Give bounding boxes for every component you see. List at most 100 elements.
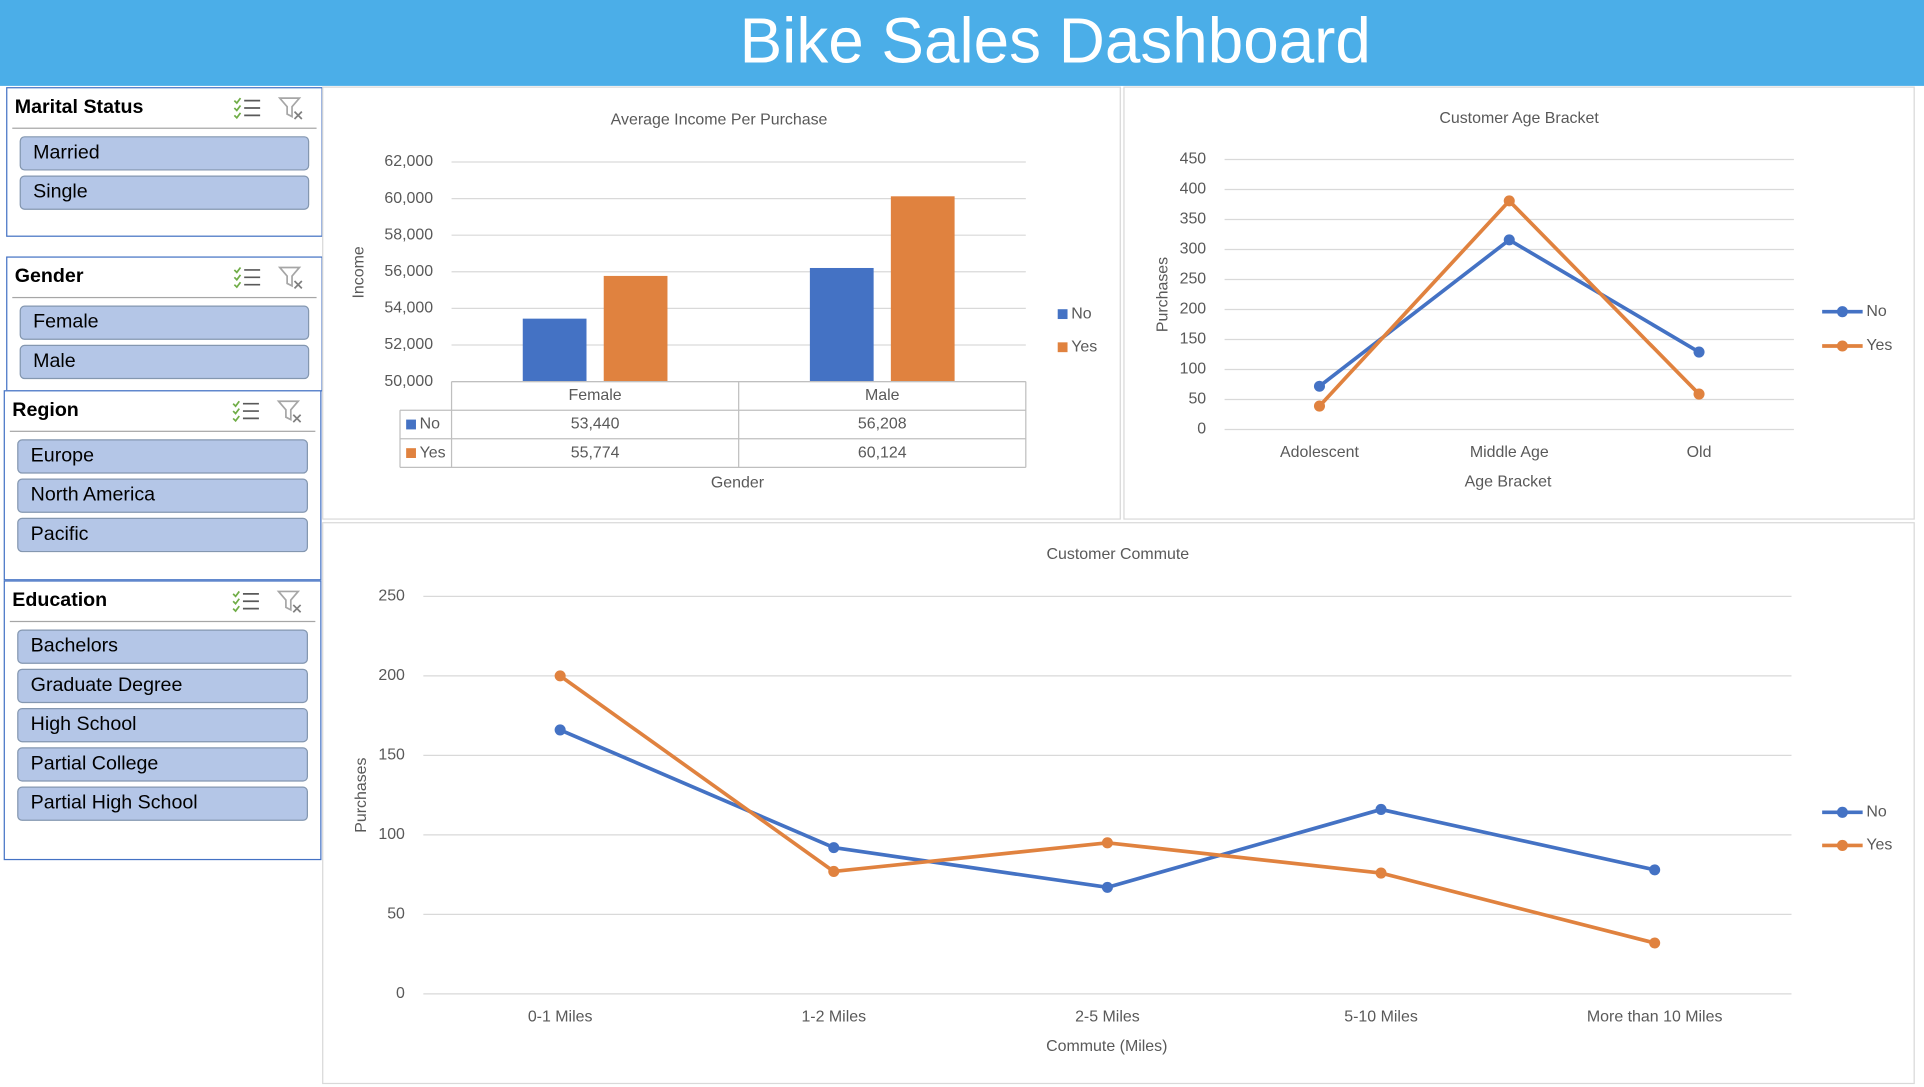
legend-marker [1836,839,1848,851]
y-tick-label: 350 [1180,211,1207,228]
x-axis-title: Gender [711,475,765,492]
dashboard-title: Bike Sales Dashboard [739,6,1371,78]
slicer-button[interactable]: Partial College [17,747,308,782]
point-marker [1101,881,1113,893]
legend-key [1057,309,1068,320]
point-marker [1101,837,1113,849]
x-tick-label: 1-2 Miles [801,1008,866,1025]
x-axis-title: Commute (Miles) [1046,1038,1167,1055]
slicer-title: Region [12,400,79,421]
y-tick-label: 150 [1180,331,1207,348]
x-tick-label: Adolescent [1280,444,1359,461]
clear-filter-icon[interactable] [277,266,303,289]
y-tick-label: 400 [1180,181,1207,198]
x-tick-label: 0-1 Miles [528,1008,593,1025]
chart: Average Income Per Purchase Income Gender 5… [322,86,1121,520]
y-tick-label: 150 [378,747,405,764]
y-tick-label: 0 [1197,421,1206,438]
bar [809,267,874,382]
x-tick-label: 5-10 Miles [1344,1008,1418,1025]
legend-label: No [1071,305,1092,322]
clear-filter-icon[interactable] [276,400,302,423]
slicer-title: Marital Status [14,96,144,118]
multi-select-icon[interactable] [232,400,259,423]
slicer: Gender Female Male [6,256,323,392]
x-tick-label: More than 10 Miles [1587,1008,1723,1025]
y-axis-title: Purchases [1154,257,1171,332]
category-label: Female [569,387,622,404]
legend-label: No [1866,303,1887,320]
y-tick-label: 50 [387,906,405,923]
chart-panel [322,86,1121,520]
table-series-label: No [420,416,441,433]
slicer-button[interactable]: Graduate Degree [17,668,308,704]
point-marker [1693,346,1705,358]
slicer-icons [232,589,306,620]
y-tick-label: 0 [396,985,405,1002]
slicer-button[interactable]: High School [17,708,308,743]
point-marker [554,670,566,682]
slicer: Marital Status Married Single [6,87,323,237]
x-axis-title: Age Bracket [1465,473,1552,490]
y-tick-label: 58,000 [384,226,433,243]
y-tick-label: 250 [378,588,405,605]
slicer-header: Gender [12,258,317,299]
y-tick-label: 52,000 [384,336,433,353]
table-legend-key [406,419,416,430]
y-tick-label: 54,000 [384,300,433,317]
multi-select-icon[interactable] [233,97,261,120]
y-tick-label: 300 [1180,241,1207,258]
slicer-button[interactable]: Pacific [17,517,308,553]
point-marker [1693,388,1705,400]
slicer-button[interactable]: Married [19,136,310,171]
slicer-icon-set [233,266,303,289]
slicer-icons [233,96,307,127]
slicer-button[interactable]: Europe [17,439,308,474]
slicer-header: Region [9,391,316,432]
y-tick-label: 60,000 [384,190,433,207]
data-table-value: 56,208 [858,416,907,433]
point-marker [1375,803,1387,815]
point-marker [1503,234,1515,246]
legend-marker [1836,340,1848,352]
clear-filter-icon[interactable] [277,97,303,120]
slicer-button[interactable]: Bachelors [17,629,308,664]
slicer-button[interactable]: Female [19,305,310,340]
data-table-value: 53,440 [571,416,620,433]
x-tick-label: Old [1687,444,1712,461]
slicer-title: Education [12,590,108,612]
slicer-icon-set [232,590,302,613]
point-marker [828,865,840,877]
point-marker [1649,864,1661,876]
chart-panel [322,522,1915,1085]
point-marker [1649,937,1661,949]
slicer-title: Gender [14,266,84,288]
y-tick-label: 450 [1180,151,1207,168]
slicer: Education Bachelors Graduate Degree High Sc… [3,580,322,861]
point-marker [1313,380,1325,392]
y-tick-label: 62,000 [384,153,433,170]
multi-select-icon[interactable] [233,266,261,289]
y-tick-label: 100 [1180,361,1207,378]
slicer-button[interactable]: North America [17,478,308,513]
legend-label: Yes [1866,837,1892,854]
legend-label: Yes [1071,338,1097,355]
legend-marker [1836,806,1848,818]
slicer: Region Europe North America Pacific [3,390,322,581]
slicer-button[interactable]: Partial High School [17,786,308,821]
slicer-icons [233,265,307,296]
multi-select-icon[interactable] [232,590,259,613]
slicer-button[interactable]: Male [19,344,310,380]
bar [890,196,955,382]
chart: Customer Age Bracket Purchases Age Bracket… [1123,86,1915,520]
slicer-button[interactable]: Single [19,175,310,210]
point-marker [1313,400,1325,412]
x-tick-label: 2-5 Miles [1075,1008,1140,1025]
chart-title: Customer Age Bracket [1439,110,1599,127]
table-series-label: Yes [420,444,446,461]
bar [522,318,587,382]
chart-title: Customer Commute [1047,546,1190,563]
y-tick-label: 200 [378,667,405,684]
clear-filter-icon[interactable] [276,590,302,613]
